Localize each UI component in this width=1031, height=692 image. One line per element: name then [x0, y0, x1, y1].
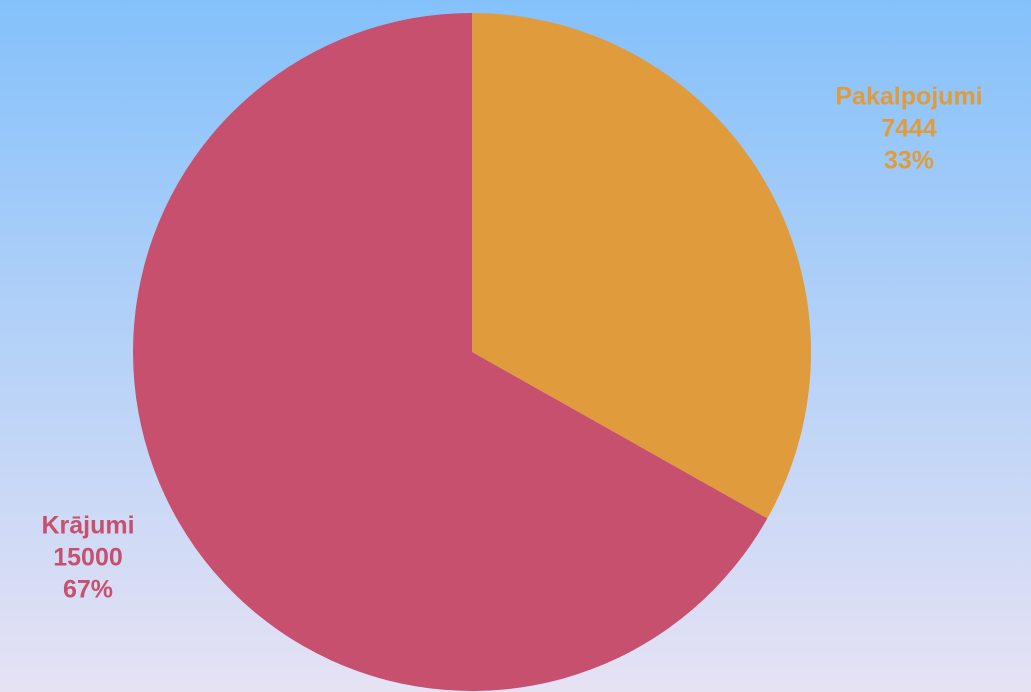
- slice-percent: 67%: [63, 576, 113, 604]
- slice-percent: 33%: [884, 147, 934, 175]
- slice-value: 15000: [53, 544, 123, 572]
- slice-label: Krājumi: [41, 512, 134, 540]
- slice-label: Pakalpojumi: [835, 83, 982, 111]
- pie-slice: [472, 13, 811, 519]
- pie-slice: [133, 13, 768, 691]
- slice-value: 7444: [881, 115, 937, 143]
